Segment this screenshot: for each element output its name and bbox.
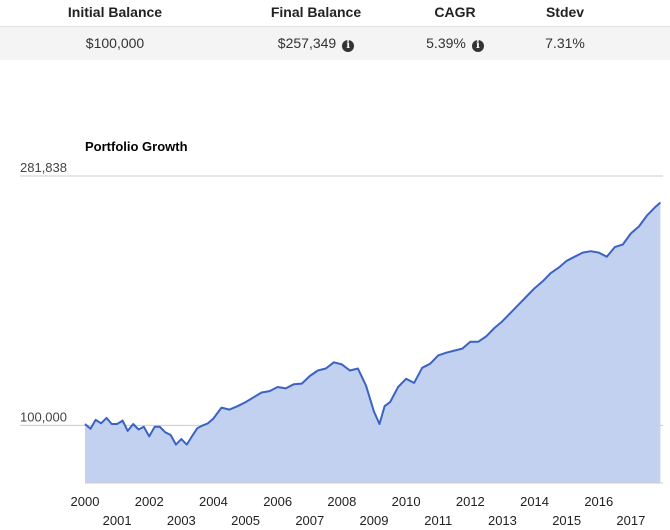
x-tick-label-2013: 2013 [488, 513, 517, 528]
x-tick-label-2007: 2007 [295, 513, 324, 528]
x-tick-label-2006: 2006 [263, 494, 292, 509]
info-circle-icon[interactable]: i [342, 40, 355, 52]
y-axis-ticks: 281,838 100,000 [20, 160, 67, 424]
portfolio-growth-chart: Portfolio Growth 281,838 100,000 20002001… [20, 139, 663, 528]
y-tick-label-0: 281,838 [20, 160, 67, 175]
x-tick-label-2003: 2003 [167, 513, 196, 528]
final-balance-value: $257,349 [277, 35, 337, 51]
value-cagr: 5.39% i [400, 35, 510, 52]
header-cagr: CAGR [434, 4, 476, 20]
series-line [84, 201, 662, 446]
info-circle-icon[interactable]: i [471, 40, 484, 52]
header-stdev: Stdev [545, 4, 585, 20]
stdev-value: 7.31% [545, 35, 585, 51]
value-stdev: 7.31% [510, 35, 620, 51]
x-tick-label-2016: 2016 [584, 494, 613, 509]
value-final-balance: $257,349 i [236, 35, 396, 52]
x-tick-label-2015: 2015 [552, 513, 581, 528]
x-tick-label-2017: 2017 [616, 513, 645, 528]
x-tick-label-2004: 2004 [199, 494, 228, 509]
x-tick-label-2008: 2008 [327, 494, 356, 509]
x-tick-label-2009: 2009 [360, 513, 389, 528]
x-tick-label-2001: 2001 [103, 513, 132, 528]
x-tick-label-2014: 2014 [520, 494, 549, 509]
y-tick-label-1: 100,000 [20, 409, 67, 424]
cagr-value: 5.39% [426, 35, 466, 51]
header-initial-balance: Initial Balance [67, 4, 163, 20]
x-tick-label-2002: 2002 [135, 494, 164, 509]
x-tick-label-2011: 2011 [424, 513, 452, 528]
x-tick-label-2010: 2010 [392, 494, 421, 509]
series-area-fill [85, 202, 661, 483]
summary-table: Initial Balance Final Balance CAGR Stdev… [0, 0, 670, 60]
summary-value-row: $100,000 $257,349 i 5.39% i 7.31% [0, 26, 670, 60]
header-final-balance: Final Balance [270, 4, 362, 20]
summary-header-row: Initial Balance Final Balance CAGR Stdev [0, 0, 670, 26]
x-tick-label-2005: 2005 [231, 513, 260, 528]
initial-balance-value: $100,000 [85, 35, 145, 51]
chart-title: Portfolio Growth [85, 139, 188, 154]
x-tick-label-2012: 2012 [456, 494, 485, 509]
value-initial-balance: $100,000 [40, 35, 190, 51]
x-tick-label-2000: 2000 [71, 494, 100, 509]
